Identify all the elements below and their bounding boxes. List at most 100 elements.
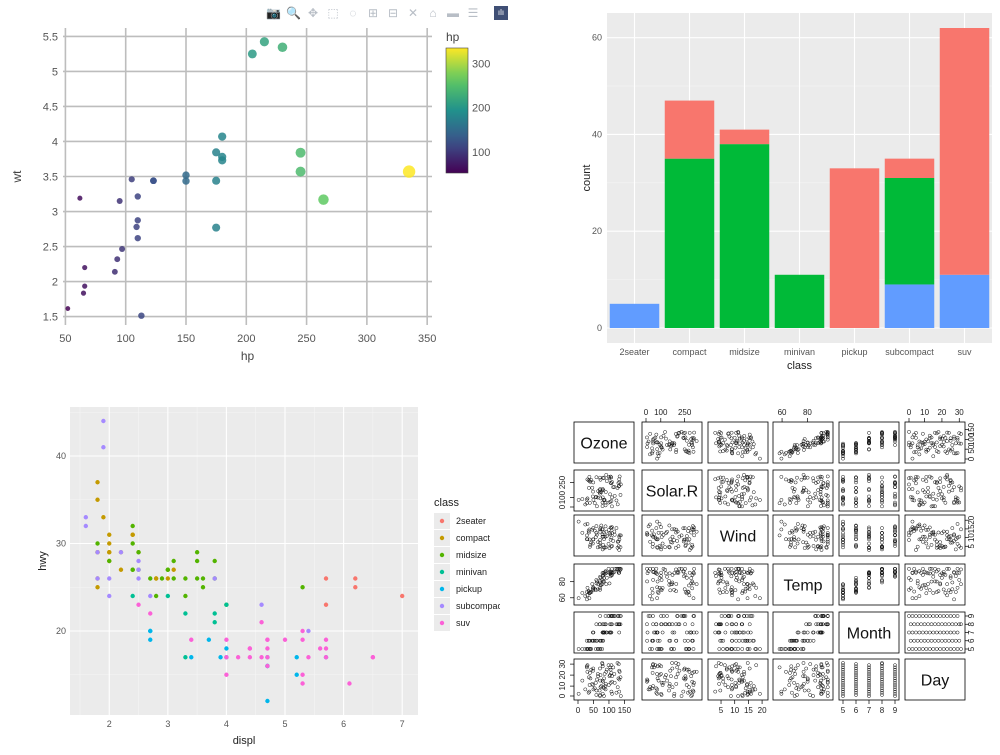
compare-hover-icon[interactable]: ☰: [467, 6, 479, 20]
data-point: [742, 669, 746, 674]
data-point: [784, 451, 788, 455]
data-point: [718, 671, 723, 675]
data-point: [854, 486, 858, 490]
legend-dot: [439, 603, 445, 609]
zoom-icon[interactable]: 🔍: [286, 6, 301, 20]
data-point: [601, 475, 606, 480]
data-point: [224, 602, 229, 607]
reset-axes-icon[interactable]: ⌂: [429, 6, 437, 20]
pan-icon[interactable]: ✥: [307, 6, 319, 20]
lasso-icon[interactable]: ◌: [349, 6, 357, 20]
data-point: [265, 663, 270, 669]
data-point: [682, 574, 686, 579]
data-point: [590, 582, 595, 586]
data-point: [212, 223, 221, 232]
data-point: [681, 539, 686, 544]
data-point: [819, 622, 824, 627]
data-point: [136, 558, 141, 564]
autoscale-icon[interactable]: ✕: [407, 6, 419, 20]
data-point: [926, 622, 930, 627]
data-point: [725, 488, 729, 493]
data-point: [660, 683, 665, 687]
data-point: [959, 488, 963, 493]
box-select-icon[interactable]: ⬚: [327, 6, 339, 20]
data-point: [748, 680, 753, 685]
data-point: [819, 683, 824, 687]
data-point: [805, 504, 810, 509]
data-point: [600, 574, 605, 578]
data-point: [910, 519, 915, 524]
data-point: [777, 501, 782, 506]
data-point: [670, 661, 674, 665]
data-point: [729, 622, 734, 627]
data-point: [736, 566, 741, 571]
zoom-in-icon[interactable]: ⊞: [367, 6, 379, 20]
data-point: [716, 676, 721, 681]
data-point: [943, 449, 948, 454]
data-point: [802, 476, 807, 481]
data-point: [867, 683, 871, 687]
data-point: [867, 669, 871, 674]
data-point: [676, 662, 681, 666]
data-point: [841, 526, 845, 531]
zoom-out-icon[interactable]: ⊟: [387, 6, 399, 20]
data-point: [686, 540, 691, 545]
data-point: [686, 448, 691, 453]
data-point: [790, 486, 795, 490]
data-point: [587, 675, 591, 680]
data-point: [880, 573, 884, 577]
data-point: [941, 485, 946, 489]
data-point: [597, 688, 602, 693]
data-point: [910, 647, 915, 651]
data-point: [645, 435, 649, 440]
data-point: [667, 579, 671, 583]
data-point: [606, 528, 611, 532]
data-point: [740, 693, 745, 697]
x-tick-label: 6: [341, 719, 346, 729]
data-point: [867, 541, 871, 546]
data-point: [936, 530, 941, 535]
data-point: [907, 614, 911, 618]
data-point: [717, 630, 722, 635]
data-point: [907, 533, 911, 538]
data-point: [910, 441, 915, 446]
data-point: [604, 529, 609, 534]
camera-icon[interactable]: 📷: [266, 6, 281, 20]
plotly-logo-icon[interactable]: ılı: [494, 6, 508, 20]
data-point: [604, 667, 609, 672]
data-point: [679, 533, 684, 538]
axis-tick-label: 8: [967, 621, 976, 626]
data-point: [841, 583, 845, 588]
data-point: [716, 437, 721, 441]
data-point: [602, 498, 607, 502]
data-point: [825, 504, 830, 509]
data-point: [841, 678, 845, 683]
data-point: [880, 693, 884, 697]
data-point: [656, 530, 661, 535]
data-point: [591, 638, 596, 643]
data-point: [948, 478, 953, 482]
data-point: [936, 638, 941, 643]
data-point: [945, 439, 949, 443]
data-point: [295, 166, 306, 177]
data-point: [938, 489, 943, 494]
data-point: [609, 663, 614, 668]
data-point: [687, 570, 692, 575]
data-point: [819, 495, 824, 500]
data-point: [800, 442, 805, 447]
data-point: [854, 523, 858, 528]
data-point: [915, 622, 920, 627]
axis-tick-label: 5: [967, 543, 976, 548]
data-point: [825, 537, 830, 542]
data-point: [867, 674, 871, 679]
data-point: [955, 585, 960, 590]
data-point: [618, 545, 623, 550]
data-point: [791, 638, 796, 643]
spike-lines-icon[interactable]: ▬: [447, 6, 459, 20]
data-point: [841, 487, 845, 492]
data-point: [148, 593, 153, 599]
data-point: [841, 456, 845, 461]
matrix-cell: [707, 421, 769, 464]
data-point: [907, 530, 911, 535]
